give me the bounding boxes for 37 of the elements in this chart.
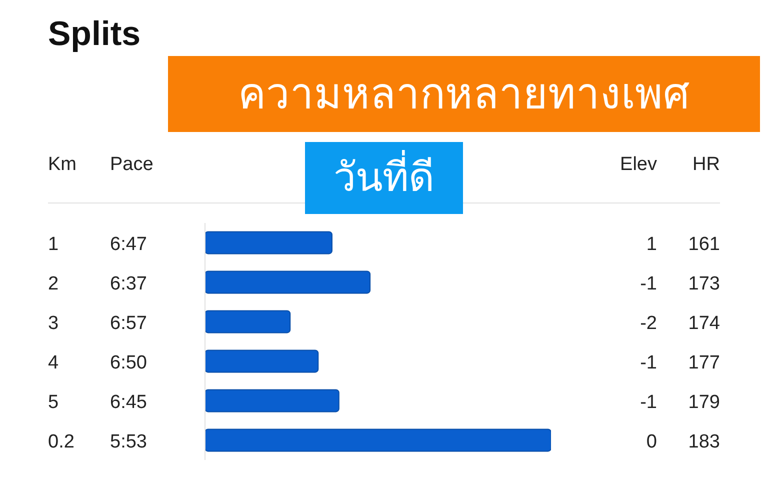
text: 177 xyxy=(688,352,720,374)
y-tick-label: 5 xyxy=(48,392,59,413)
y-tick-label: 0.2 xyxy=(48,431,74,452)
y-tick-label: 1 xyxy=(48,234,59,255)
y-tick-label: 2 xyxy=(48,273,59,294)
text: HR xyxy=(692,154,720,175)
text: 174 xyxy=(688,312,720,334)
text: 6:45 xyxy=(110,392,147,413)
y-tick-label: 4 xyxy=(48,352,59,374)
text: 6:47 xyxy=(110,234,147,255)
bar xyxy=(205,231,332,254)
text: 6:50 xyxy=(110,352,147,374)
text: 1 xyxy=(646,234,657,255)
bar xyxy=(205,350,319,373)
text: วันที่ดี xyxy=(305,142,463,214)
text: -2 xyxy=(640,312,657,334)
y-axis-title: Km xyxy=(48,154,76,175)
text: 5:53 xyxy=(110,431,147,452)
text: -1 xyxy=(640,352,657,374)
text: 183 xyxy=(688,431,720,452)
bar xyxy=(205,310,291,334)
text: -1 xyxy=(640,273,657,294)
text: 6:37 xyxy=(110,273,147,294)
text: Pace xyxy=(110,154,154,175)
text: ความหลากหลายทางเพศ xyxy=(168,56,760,132)
chart-title: Splits xyxy=(48,15,141,53)
text: 6:57 xyxy=(110,312,147,334)
text: Elev xyxy=(620,154,658,175)
text: 179 xyxy=(688,392,720,413)
bar xyxy=(205,389,340,412)
text: 161 xyxy=(688,234,720,255)
bar xyxy=(205,270,371,294)
text: 173 xyxy=(688,273,720,294)
text: -1 xyxy=(640,392,657,413)
bar xyxy=(205,428,551,452)
y-tick-label: 3 xyxy=(48,312,59,334)
text: 0 xyxy=(646,431,657,452)
